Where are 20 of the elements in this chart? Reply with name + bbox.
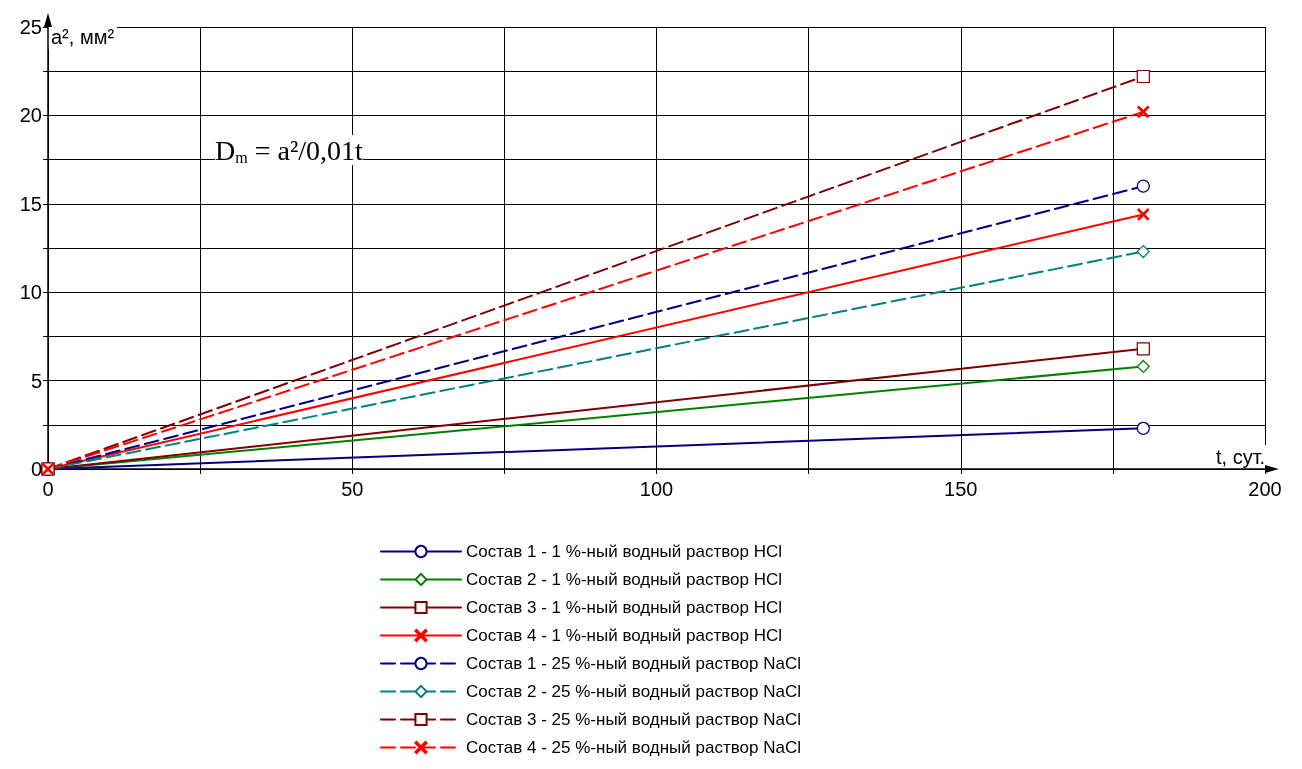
y-tick-label: 5 (30, 369, 42, 392)
y-tick-label: 25 (19, 16, 42, 38)
legend-label: Состав 4 - 1 %-ный водный раствор HCl (466, 626, 783, 645)
y-tick-label: 20 (19, 104, 42, 127)
y-tick-label: 10 (19, 281, 42, 304)
x-axis-title: t, сут. (1216, 446, 1266, 468)
legend-label: Состав 1 - 1 %-ный водный раствор HCl (466, 542, 783, 561)
x-tick-label: 100 (639, 478, 674, 500)
legend-label: Состав 3 - 25 %-ный водный раствор NaCl (466, 710, 801, 729)
x-tick-label: 200 (1248, 478, 1282, 500)
y-axis-title: a², мм² (51, 26, 115, 48)
annotation: Dm = a²/0,01t (215, 134, 364, 166)
x-tick-label: 150 (944, 478, 978, 500)
y-tick-label: 15 (19, 192, 42, 215)
x-tick-label: 50 (341, 478, 364, 500)
legend-label: Состав 2 - 25 %-ный водный раствор NaCl (466, 682, 801, 701)
legend-label: Состав 1 - 25 %-ный водный раствор NaCl (466, 654, 801, 673)
legend-label: Состав 3 - 1 %-ный водный раствор HCl (466, 598, 783, 617)
legend-label: Состав 4 - 25 %-ный водный раствор NaCl (466, 738, 801, 757)
legend-label: Состав 2 - 1 %-ный водный раствор HCl (466, 570, 783, 589)
